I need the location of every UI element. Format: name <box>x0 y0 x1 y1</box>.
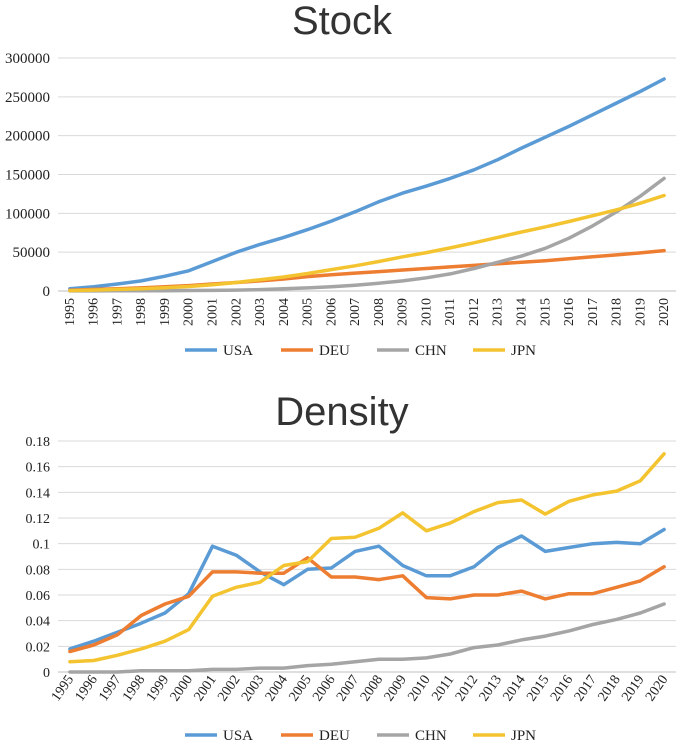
x-tick-label: 2018 <box>610 298 625 326</box>
series-line-chn <box>68 176 666 293</box>
x-tick-label: 2009 <box>396 298 411 326</box>
x-tick-label: 2016 <box>548 673 576 705</box>
series-line-jpn <box>68 452 666 664</box>
x-tick-label: 2004 <box>277 298 292 326</box>
legend-label-jpn: JPN <box>511 728 536 744</box>
legend-label-chn: CHN <box>415 728 447 744</box>
stock-chart: Stock 0 50000 100000 150000 200000 250000 3000… <box>5 0 676 359</box>
x-tick-label: 2014 <box>500 673 528 705</box>
x-tick-label: 1997 <box>110 298 125 326</box>
x-tick-label: 2005 <box>301 298 316 326</box>
series-line-usa <box>68 77 666 291</box>
x-tick-label: 2013 <box>491 298 506 326</box>
y-tick-label: 0.04 <box>26 615 51 630</box>
x-tick-label: 2014 <box>515 298 530 326</box>
chart-title: Stock <box>292 0 393 43</box>
x-tick-label: 2019 <box>633 298 648 326</box>
x-tick-label: 1995 <box>49 673 77 705</box>
x-tick-label: 2012 <box>467 298 482 326</box>
x-tick-label: 1995 <box>63 298 78 326</box>
legend-label-usa: USA <box>223 728 253 744</box>
legend-label-jpn: JPN <box>511 343 536 359</box>
x-tick-label: 2015 <box>538 298 553 326</box>
x-tick-label: 2016 <box>562 298 577 326</box>
x-tick-label: 1997 <box>96 673 124 705</box>
x-tick-label: 2011 <box>443 298 458 325</box>
x-tick-label: 2004 <box>263 673 291 705</box>
y-tick-label: 0.06 <box>26 589 51 604</box>
y-tick-label: 250000 <box>5 90 50 106</box>
x-tick-label: 2020 <box>657 298 672 326</box>
y-tick-label: 300000 <box>5 51 50 67</box>
chart-title: Density <box>275 390 408 434</box>
x-tick-label: 2000 <box>168 673 196 705</box>
y-tick-label: 100000 <box>5 206 50 222</box>
x-tick-label: 2002 <box>229 298 244 326</box>
y-tick-label: 0 <box>43 284 51 300</box>
x-tick-label: 2007 <box>334 673 362 705</box>
x-tick-label: 2007 <box>348 298 363 326</box>
x-tick-label: 1996 <box>73 673 101 705</box>
x-tick-label: 1998 <box>120 673 148 705</box>
x-tick-label: 2009 <box>382 673 410 705</box>
x-tick-label: 2018 <box>596 673 624 705</box>
x-tick-label: 2001 <box>206 298 221 326</box>
y-tick-label: 0.12 <box>26 512 51 527</box>
x-tick-label: 2001 <box>191 673 219 705</box>
y-tick-label: 0.02 <box>26 640 51 655</box>
x-tick-label: 1998 <box>134 298 149 326</box>
series-line-jpn <box>68 193 666 293</box>
x-tick-label: 1999 <box>144 673 172 705</box>
y-tick-label: 200000 <box>5 129 50 145</box>
x-tick-label: 2020 <box>643 673 671 705</box>
x-tick-label: 2008 <box>358 673 386 705</box>
series-line-chn <box>68 602 666 674</box>
x-tick-label: 2003 <box>239 673 267 705</box>
x-tick-label: 1999 <box>158 298 173 326</box>
density-chart: Density 0 0.02 0.04 0.06 0.08 0.1 0.12 0.14 0.16… <box>26 390 676 744</box>
x-tick-label: 1996 <box>87 298 102 326</box>
x-tick-label: 2019 <box>619 673 647 705</box>
x-tick-label: 2010 <box>419 298 434 326</box>
x-tick-label: 2002 <box>215 673 243 705</box>
x-tick-label: 2011 <box>429 673 457 704</box>
y-tick-label: 150000 <box>5 168 50 184</box>
x-tick-label: 2008 <box>372 298 387 326</box>
y-tick-label: 0.18 <box>26 435 51 450</box>
x-tick-label: 2012 <box>453 673 481 705</box>
x-tick-label: 2013 <box>477 673 505 705</box>
x-tick-label: 2010 <box>405 673 433 705</box>
series-line-deu <box>68 556 666 654</box>
x-tick-label: 2003 <box>253 298 268 326</box>
x-tick-label: 2000 <box>182 298 197 326</box>
legend-label-chn: CHN <box>415 343 447 359</box>
x-tick-label: 2006 <box>324 298 339 326</box>
legend-label-deu: DEU <box>319 343 350 359</box>
x-tick-label: 2017 <box>572 673 600 705</box>
legend-label-deu: DEU <box>319 728 350 744</box>
y-tick-label: 50000 <box>13 245 51 261</box>
x-tick-label: 2005 <box>287 673 315 705</box>
x-tick-label: 2006 <box>310 673 338 705</box>
x-tick-label: 2017 <box>586 298 601 326</box>
y-tick-label: 0.14 <box>26 486 51 501</box>
y-tick-label: 0.16 <box>26 461 51 476</box>
legend-label-usa: USA <box>223 343 253 359</box>
y-tick-label: 0 <box>43 666 50 681</box>
series-line-usa <box>68 527 666 651</box>
x-tick-label: 2015 <box>524 673 552 705</box>
y-tick-label: 0.08 <box>26 563 51 578</box>
y-tick-label: 0.1 <box>33 538 51 553</box>
